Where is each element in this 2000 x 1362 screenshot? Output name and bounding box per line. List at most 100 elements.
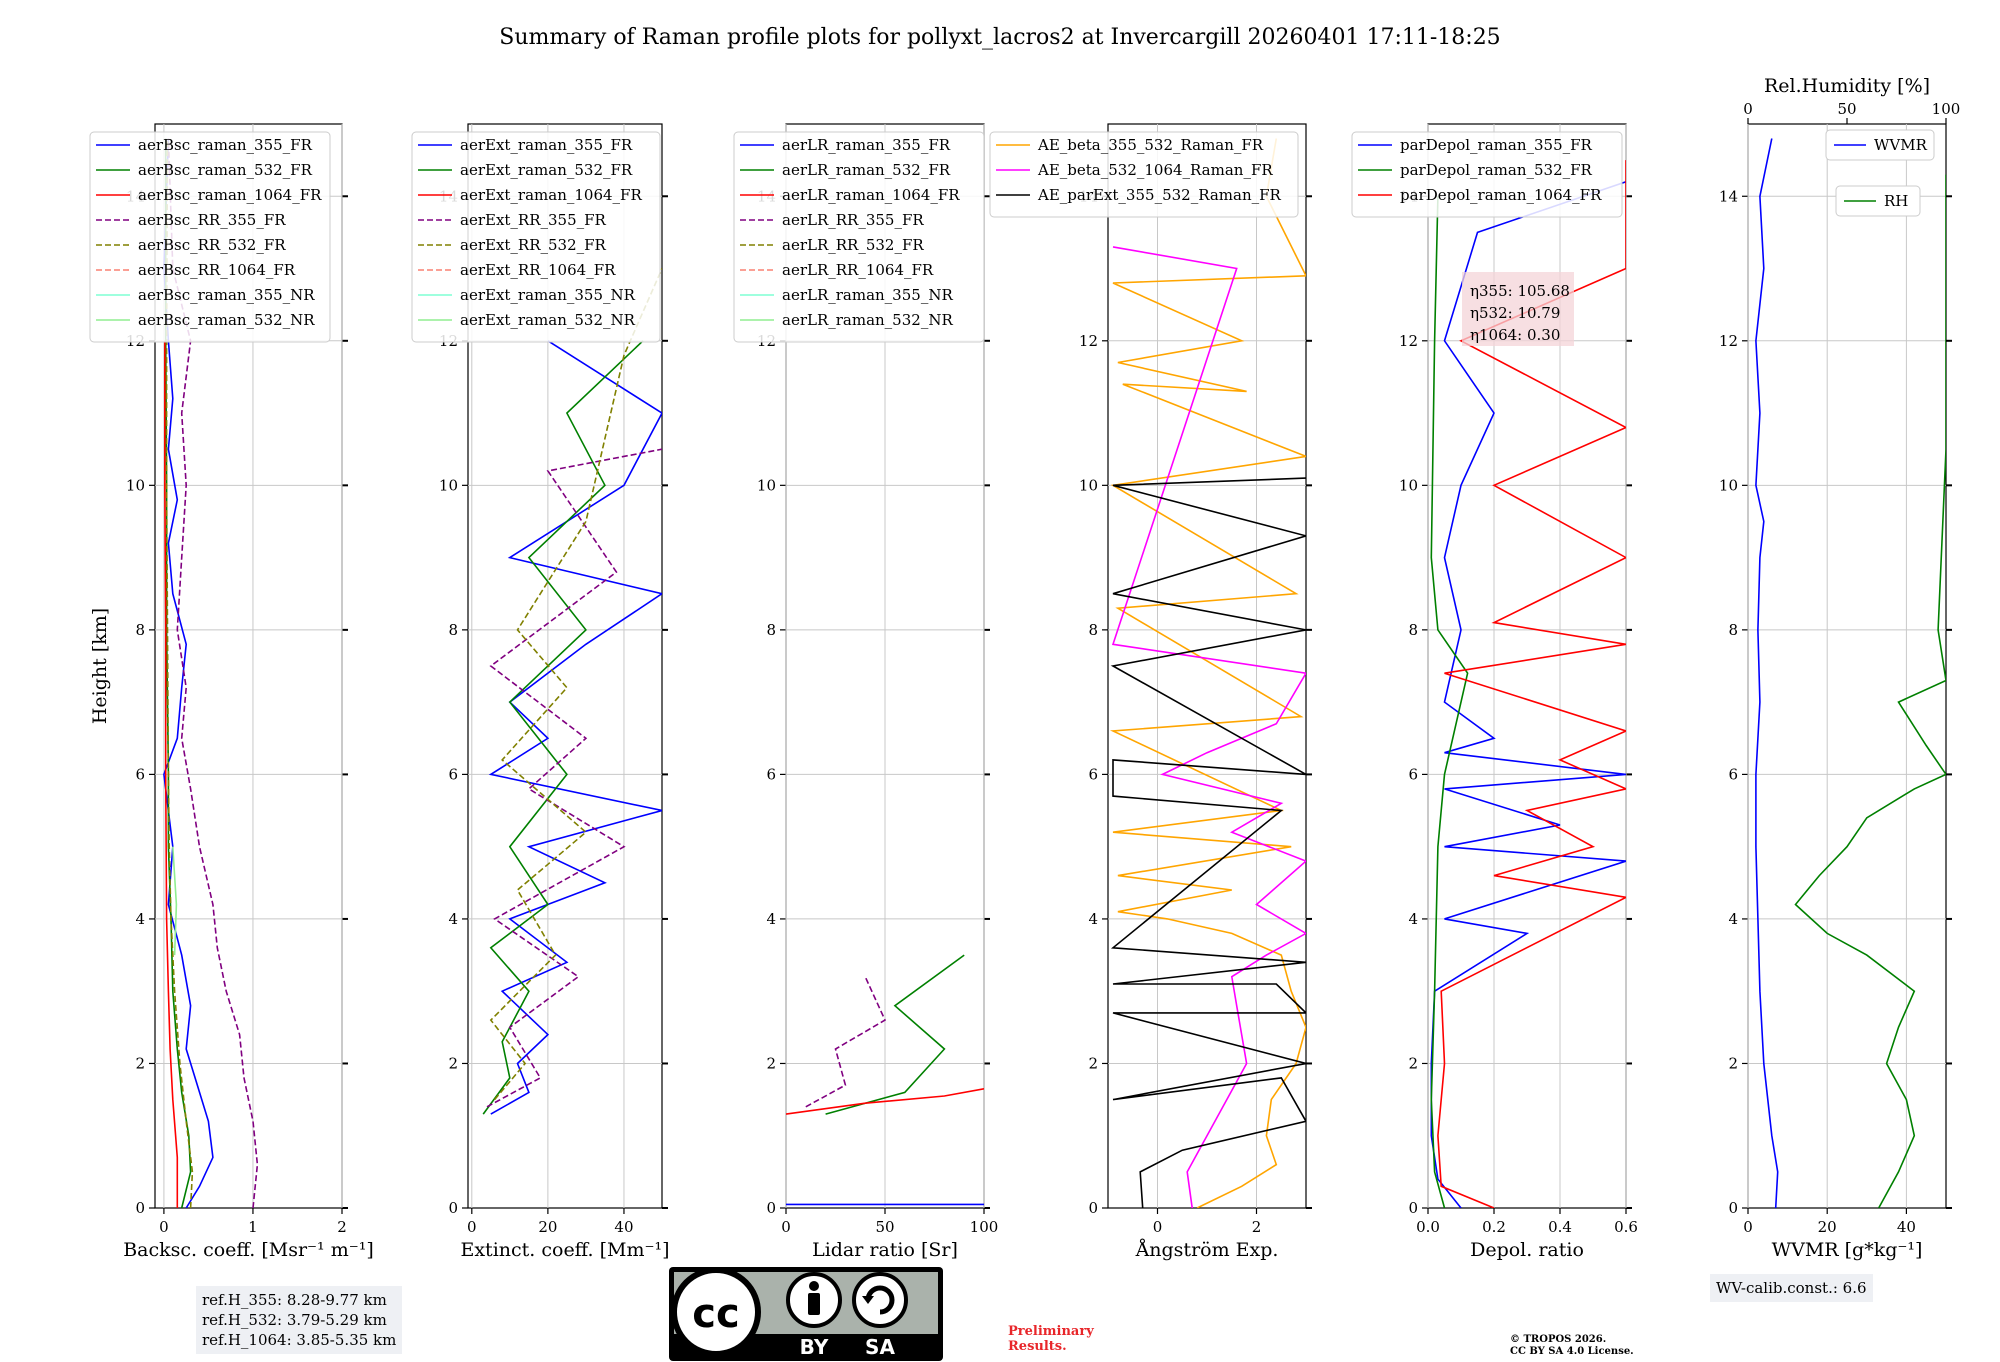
x-tick-label: 0.6 [1614, 1218, 1638, 1236]
legend-label: aerLR_raman_1064_FR [782, 186, 960, 204]
y-tick-label: 2 [1408, 1054, 1418, 1072]
x-tick-label: 0 [1153, 1218, 1163, 1236]
y-tick-label: 8 [1728, 621, 1738, 639]
panel-water_vapor: 0 2 4 6 8 10 12 14 0 20 40 WVMR [g*kg⁻¹] 0 50 100Rel.H… [1719, 75, 1960, 1261]
y-tick-label: 2 [1088, 1054, 1098, 1072]
top-x-axis-label: Rel.Humidity [%] [1764, 75, 1930, 97]
legend-box-wvmr [1825, 129, 1935, 161]
series-AE_parExt_355_532_Raman_FR [1110, 477, 1306, 1208]
y-tick-label: 10 [1719, 476, 1738, 494]
x-tick-label: 0 [1743, 1218, 1753, 1236]
panel-lidar_ratio: 02468101214050100Lidar ratio [Sr]aerLR_r… [733, 123, 999, 1261]
series-AE_beta_532_1064_Raman_FR [1111, 246, 1306, 1208]
legend-label: aerExt_RR_532_FR [460, 236, 607, 254]
x-axis-label: Ångström Exp. [1135, 1239, 1279, 1261]
x-tick-label: 100 [970, 1218, 999, 1236]
legend-label: aerLR_RR_1064_FR [782, 261, 934, 279]
legend-box [411, 131, 661, 343]
x-axis-label: WVMR [g*kg⁻¹] [1772, 1239, 1923, 1261]
y-tick-label: 12 [1399, 332, 1418, 350]
y-tick-label: 0 [448, 1199, 458, 1217]
y-tick-label: 8 [766, 621, 776, 639]
y-tick-label: 10 [757, 476, 776, 494]
y-tick-label: 10 [1079, 476, 1098, 494]
chart-panels: 02468101214012Backsc. coeff. [Msr⁻¹ m⁻¹]… [89, 75, 1960, 1261]
y-tick-label: 6 [1088, 765, 1098, 783]
x-tick-label: 1 [248, 1218, 258, 1236]
x-axis-label: Depol. ratio [1470, 1239, 1584, 1261]
x-axis-label: Backsc. coeff. [Msr⁻¹ m⁻¹] [123, 1239, 374, 1261]
y-tick-label: 6 [1408, 765, 1418, 783]
legend-label: aerBsc_raman_532_FR [138, 161, 313, 179]
cc-by-label: BY [800, 1335, 829, 1359]
series-group [1109, 138, 1306, 1208]
legend-label: WVMR [1874, 136, 1928, 154]
y-axis-label: Height [km] [89, 608, 111, 724]
series-aerLR_raman_1064_FR [786, 1088, 984, 1115]
y-tick-label: 2 [1728, 1054, 1738, 1072]
legend-label: aerBsc_raman_355_FR [138, 136, 313, 154]
x-tick-label: 20 [1818, 1218, 1837, 1236]
x-axis-label: Lidar ratio [Sr] [812, 1239, 958, 1261]
top-x-tick-label: 50 [1837, 100, 1856, 118]
y-tick-label: 10 [126, 476, 145, 494]
y-tick-label: 0 [766, 1199, 776, 1217]
y-tick-label: 2 [766, 1054, 776, 1072]
y-tick-label: 8 [448, 621, 458, 639]
y-tick-label: 6 [448, 765, 458, 783]
series-AE_beta_355_532_Raman_FR [1109, 138, 1306, 1208]
x-tick-label: 50 [875, 1218, 894, 1236]
legend-label: AE_beta_355_532_Raman_FR [1037, 136, 1264, 154]
y-tick-label: 4 [766, 910, 776, 928]
y-tick-label: 12 [1719, 332, 1738, 350]
legend-label: aerLR_RR_532_FR [782, 236, 924, 254]
series-WVMR [1755, 138, 1779, 1208]
y-tick-label: 6 [135, 765, 145, 783]
x-tick-label: 2 [1252, 1218, 1262, 1236]
legend-label: aerLR_raman_355_NR [782, 286, 953, 304]
cc-text: cc [692, 1291, 739, 1337]
eta-annotation: η532: 10.79 [1470, 304, 1560, 322]
y-tick-label: 8 [1408, 621, 1418, 639]
eta-annotation: η355: 105.68 [1470, 282, 1570, 300]
x-tick-label: 20 [538, 1218, 557, 1236]
legend-label: parDepol_raman_355_FR [1400, 136, 1593, 154]
y-tick-label: 4 [1728, 910, 1738, 928]
y-tick-label: 4 [1408, 910, 1418, 928]
x-tick-label: 0 [781, 1218, 791, 1236]
reference-heights-box: ref.H_355: 8.28-9.77 km ref.H_532: 3.79-… [196, 1286, 403, 1354]
legend-box [89, 131, 331, 343]
legend-label: aerBsc_raman_355_NR [138, 286, 315, 304]
series-aerBsc_raman_355_FR [163, 138, 214, 1208]
y-tick-label: 4 [1088, 910, 1098, 928]
series-aerLR_raman_532_FR [825, 954, 965, 1115]
preliminary-notice: Preliminary Results. [1008, 1324, 1094, 1354]
legend-label: parDepol_raman_532_FR [1400, 161, 1593, 179]
copyright-line-1: © TROPOS 2026. [1510, 1334, 1607, 1345]
y-tick-label: 4 [135, 910, 145, 928]
y-tick-label: 2 [135, 1054, 145, 1072]
legend-label: AE_beta_532_1064_Raman_FR [1037, 161, 1273, 179]
y-tick-label: 14 [1719, 187, 1738, 205]
series-RH [1794, 174, 1946, 1208]
series-group [482, 268, 662, 1115]
y-tick-label: 10 [1399, 476, 1418, 494]
y-tick-label: 0 [1408, 1199, 1418, 1217]
legend-label: aerLR_raman_532_NR [782, 311, 953, 329]
x-tick-label: 0.2 [1482, 1218, 1506, 1236]
copyright-line-2: CC BY SA 4.0 License. [1510, 1346, 1634, 1357]
legend-label: aerBsc_RR_1064_FR [138, 261, 296, 279]
legend-box [989, 131, 1299, 218]
x-tick-label: 40 [1897, 1218, 1916, 1236]
axes-frame [1747, 123, 1947, 1209]
cc-sa-label: SA [865, 1335, 895, 1359]
legend-label: aerExt_raman_532_FR [460, 161, 633, 179]
panel-backscatter: 02468101214012Backsc. coeff. [Msr⁻¹ m⁻¹]… [89, 123, 374, 1261]
figure-title: Summary of Raman profile plots for polly… [499, 25, 1500, 50]
legend-label: AE_parExt_355_532_Raman_FR [1037, 186, 1282, 204]
copyright-notice: © TROPOS 2026. CC BY SA 4.0 License. [1510, 1334, 1634, 1358]
series-parDepol_raman_1064_FR [1437, 160, 1626, 1208]
ref-height-1064: ref.H_1064: 3.85-5.35 km [202, 1331, 397, 1349]
series-aerBsc_RR_532_FR [165, 138, 194, 1208]
